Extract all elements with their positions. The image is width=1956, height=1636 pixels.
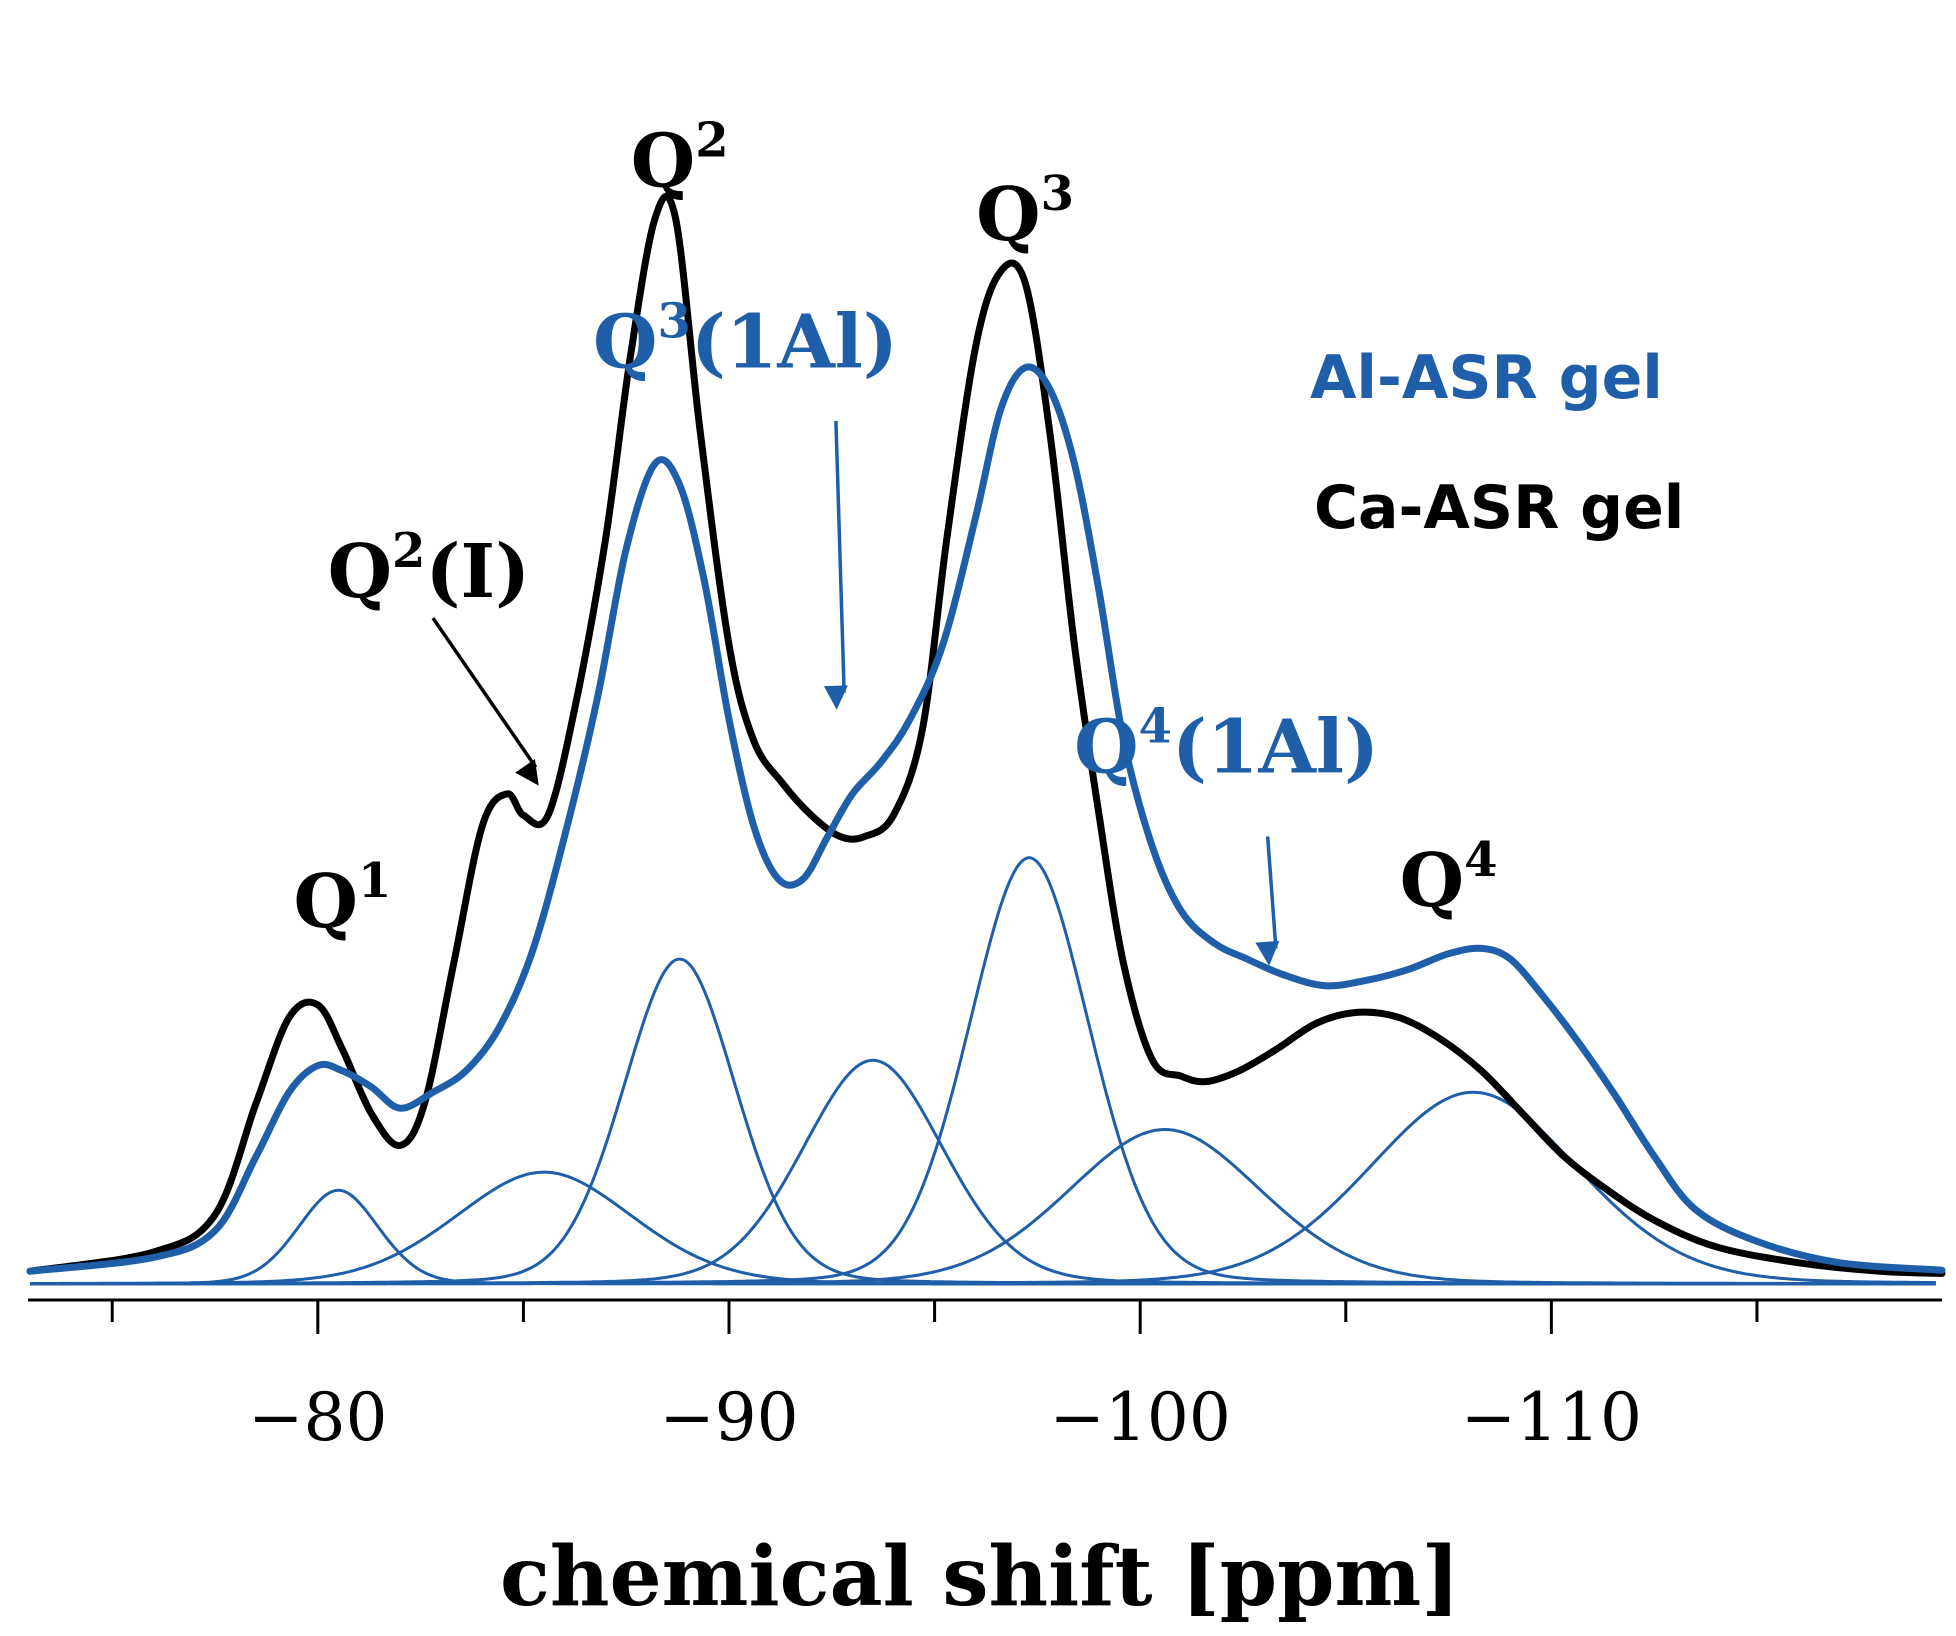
annotation-q3: Q3 (976, 166, 1074, 258)
x-tick-label: −100 (1050, 1379, 1231, 1456)
arrow-q4-1al (1255, 836, 1280, 966)
series-al-asr-gel (26, 363, 1946, 1275)
peak-label-q2i: Q2(I) (328, 523, 531, 615)
annotation-q1: Q1 (294, 853, 392, 945)
arrow-q2i (431, 617, 539, 786)
deconvolution-components (29, 856, 1936, 1286)
annotation-q3-1al: Q3(1Al) (593, 294, 898, 710)
legend-entry-al-asr-gel: Al-ASR gel (1310, 343, 1663, 413)
peak-label-q3-1al: Q3(1Al) (593, 294, 898, 386)
arrow-q3-1al (823, 420, 848, 710)
legend: Al-ASR gel Ca-ASR gel (1310, 343, 1684, 543)
peak-label-q1: Q1 (294, 853, 392, 945)
component-peak-q2-i- (30, 1170, 1936, 1286)
annotation-q2: Q2 (631, 113, 729, 205)
peak-label-q3: Q3 (976, 166, 1074, 258)
peak-label-q4: Q4 (1400, 832, 1498, 924)
peak-label-q2: Q2 (631, 113, 729, 205)
series-ca-asr-gel (26, 192, 1946, 1277)
component-peak-q3-1al- (29, 1058, 1936, 1286)
x-tick-label: −80 (248, 1379, 387, 1456)
component-peak-q4 (30, 1090, 1936, 1286)
annotation-q4: Q4 (1400, 832, 1498, 924)
spectrum-series (26, 192, 1946, 1277)
x-axis-tick-labels: −80 −90 −100 −110 (248, 1379, 1642, 1456)
x-axis-ticks (110, 1300, 1759, 1334)
annotation-q2i: Q2(I) (328, 523, 539, 786)
peak-annotations: Q1 Q2 Q2(I) Q3(1Al) Q3 Q4(1Al)Q4 (294, 113, 1498, 966)
x-tick-label: −110 (1461, 1379, 1642, 1456)
peak-label-q4-1al: Q4(1Al) (1074, 699, 1379, 791)
annotation-q4-1al: Q4(1Al) (1074, 699, 1379, 966)
component-peak-q1 (29, 1188, 1936, 1286)
legend-entry-ca-asr-gel: Ca-ASR gel (1314, 473, 1684, 543)
x-axis: −80 −90 −100 −110 (28, 1298, 1942, 1456)
x-axis-title: chemical shift [ppm] (500, 1529, 1460, 1625)
x-tick-label: −90 (659, 1379, 798, 1456)
